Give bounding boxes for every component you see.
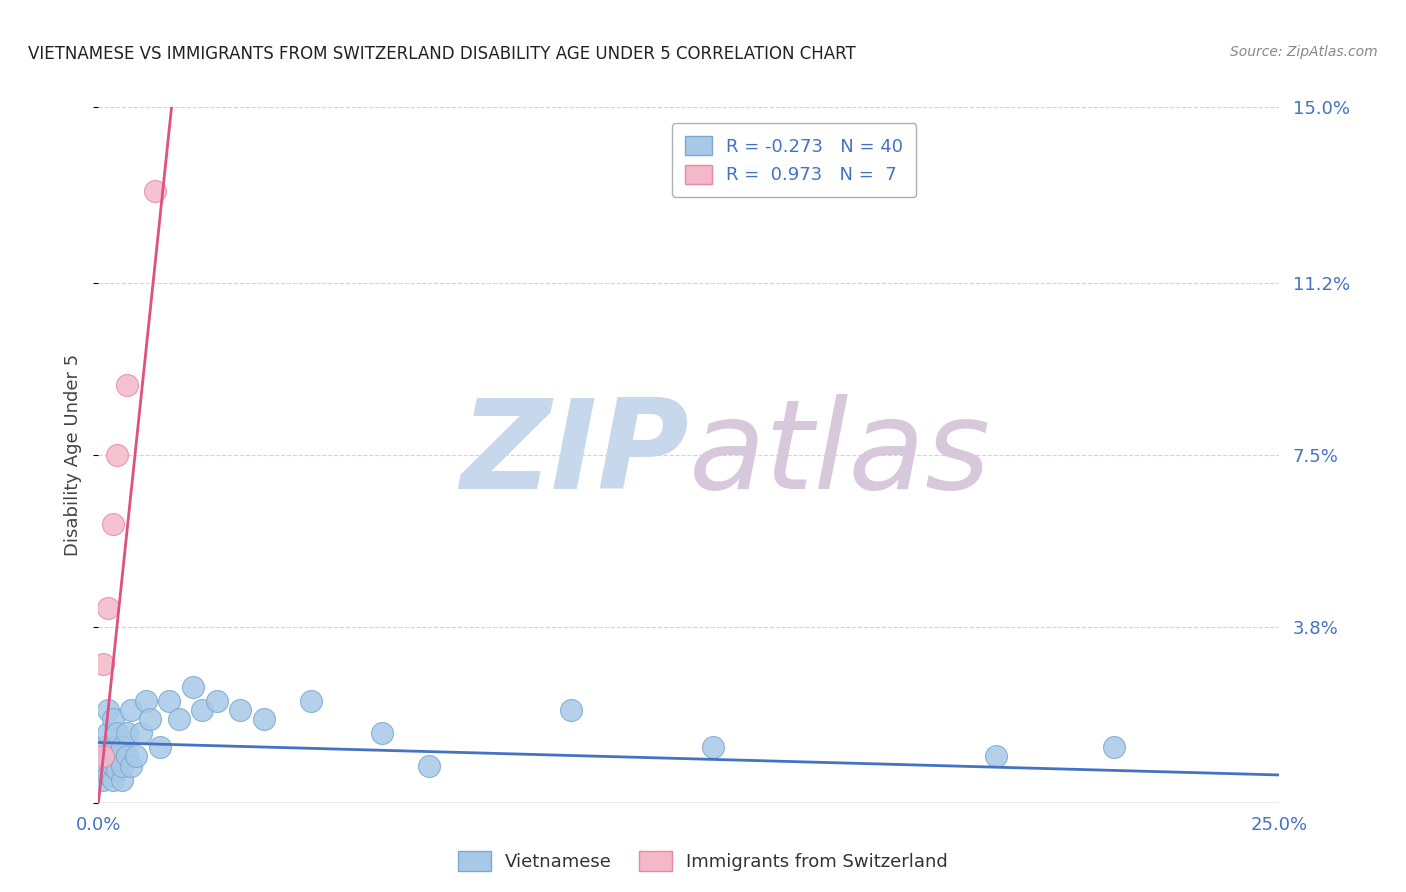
Point xyxy=(560,703,582,717)
Legend: R = -0.273   N = 40, R =  0.973   N =  7: R = -0.273 N = 40, R = 0.973 N = 7 xyxy=(672,123,917,197)
Text: VIETNAMESE VS IMMIGRANTS FROM SWITZERLAND DISABILITY AGE UNDER 5 CORRELATION CHA: VIETNAMESE VS IMMIGRANTS FROM SWITZERLAN… xyxy=(28,45,856,62)
Point xyxy=(115,749,138,764)
Point xyxy=(97,703,120,717)
Point xyxy=(125,749,148,764)
Point xyxy=(91,772,114,787)
Point xyxy=(129,726,152,740)
Point xyxy=(157,694,180,708)
Legend: Vietnamese, Immigrants from Switzerland: Vietnamese, Immigrants from Switzerland xyxy=(451,844,955,879)
Point xyxy=(371,726,394,740)
Point xyxy=(97,726,120,740)
Point xyxy=(105,448,128,462)
Y-axis label: Disability Age Under 5: Disability Age Under 5 xyxy=(65,354,83,556)
Point xyxy=(143,184,166,198)
Text: Source: ZipAtlas.com: Source: ZipAtlas.com xyxy=(1230,45,1378,59)
Text: atlas: atlas xyxy=(689,394,991,516)
Point xyxy=(149,740,172,755)
Point xyxy=(205,694,228,708)
Point xyxy=(97,749,120,764)
Point xyxy=(139,712,162,726)
Point xyxy=(191,703,214,717)
Point xyxy=(101,517,124,532)
Point xyxy=(101,772,124,787)
Point xyxy=(91,740,114,755)
Point xyxy=(105,749,128,764)
Point xyxy=(111,758,134,772)
Point xyxy=(111,772,134,787)
Point xyxy=(101,712,124,726)
Point xyxy=(181,680,204,694)
Point xyxy=(135,694,157,708)
Point xyxy=(121,703,143,717)
Point xyxy=(97,601,120,615)
Point xyxy=(97,768,120,782)
Point xyxy=(105,764,128,778)
Point xyxy=(101,740,124,755)
Point xyxy=(253,712,276,726)
Point xyxy=(101,758,124,772)
Point xyxy=(984,749,1007,764)
Point xyxy=(115,726,138,740)
Point xyxy=(299,694,322,708)
Text: ZIP: ZIP xyxy=(460,394,689,516)
Point xyxy=(121,758,143,772)
Point xyxy=(418,758,440,772)
Point xyxy=(1102,740,1125,755)
Point xyxy=(115,378,138,392)
Point xyxy=(91,758,114,772)
Point xyxy=(91,657,114,671)
Point xyxy=(167,712,190,726)
Point xyxy=(229,703,252,717)
Point xyxy=(105,726,128,740)
Point xyxy=(111,740,134,755)
Point xyxy=(702,740,724,755)
Point xyxy=(91,749,114,764)
